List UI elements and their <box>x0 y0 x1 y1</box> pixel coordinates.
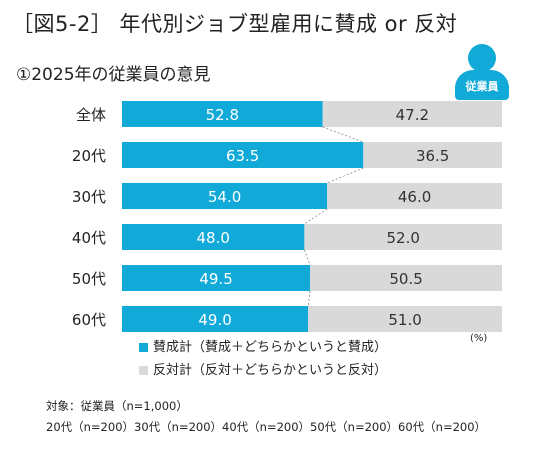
chart-subtitle: ①2025年の従業員の意見 <box>16 65 211 85</box>
legend-swatch-disagree <box>139 366 148 375</box>
legend-item-disagree: 反対計（反対＋どちらかというと反対） <box>139 359 387 382</box>
connector-line <box>304 208 328 225</box>
legend: 賛成計（賛成＋どちらかというと賛成） 反対計（反対＋どちらかというと反対） <box>139 336 387 382</box>
data-label-agree: 49.0 <box>198 311 231 329</box>
bar-agree <box>122 183 328 209</box>
data-label-disagree: 46.0 <box>398 188 431 206</box>
unit-label: (%) <box>470 333 488 344</box>
legend-label-agree: 賛成計（賛成＋どちらかというと賛成） <box>153 340 388 355</box>
data-label-disagree: 36.5 <box>416 147 449 165</box>
bar-agree <box>122 101 323 127</box>
connector-line <box>322 126 364 143</box>
data-label-agree: 49.5 <box>199 270 232 288</box>
employee-badge: 従業員 <box>453 44 511 104</box>
data-label-disagree: 52.0 <box>386 229 419 247</box>
data-label-agree: 54.0 <box>208 188 241 206</box>
bar-agree <box>122 265 311 291</box>
data-label-agree: 63.5 <box>226 147 259 165</box>
bar-disagree <box>327 183 502 209</box>
data-label-disagree: 51.0 <box>388 311 421 329</box>
category-label: 50代 <box>72 270 106 288</box>
category-label: 30代 <box>72 188 106 206</box>
data-label-agree: 48.0 <box>196 229 229 247</box>
category-label: 20代 <box>72 147 106 165</box>
notes-target: 対象：従業員（n=1,000） <box>46 399 188 413</box>
category-label: 40代 <box>72 229 106 247</box>
connector-line <box>304 249 311 266</box>
bar-agree <box>122 142 364 168</box>
survey-notes: 対象：従業員（n=1,000） 20代（n=200）30代（n=200）40代（… <box>46 396 486 438</box>
chart-title: ［図5-2］ 年代別ジョブ型雇用に賛成 or 反対 <box>12 12 458 36</box>
bar-agree <box>122 306 309 332</box>
connector-line <box>327 167 364 184</box>
legend-item-agree: 賛成計（賛成＋どちらかというと賛成） <box>139 336 387 359</box>
bar-disagree <box>363 142 502 168</box>
bar-disagree <box>308 306 502 332</box>
data-label-disagree: 47.2 <box>396 106 429 124</box>
bar-disagree <box>322 101 502 127</box>
person-icon <box>468 44 496 72</box>
data-label-agree: 52.8 <box>206 106 239 124</box>
category-label: 全体 <box>76 106 106 124</box>
bar-agree <box>122 224 305 250</box>
legend-label-disagree: 反対計（反対＋どちらかというと反対） <box>153 363 388 378</box>
employee-badge-label: 従業員 <box>455 70 509 100</box>
notes-groups: 20代（n=200）30代（n=200）40代（n=200）50代（n=200）… <box>46 420 487 434</box>
data-label-disagree: 50.5 <box>389 270 422 288</box>
bar-disagree <box>304 224 502 250</box>
bar-disagree <box>310 265 502 291</box>
legend-swatch-agree <box>139 343 148 352</box>
category-label: 60代 <box>72 311 106 329</box>
connector-line <box>307 290 311 307</box>
